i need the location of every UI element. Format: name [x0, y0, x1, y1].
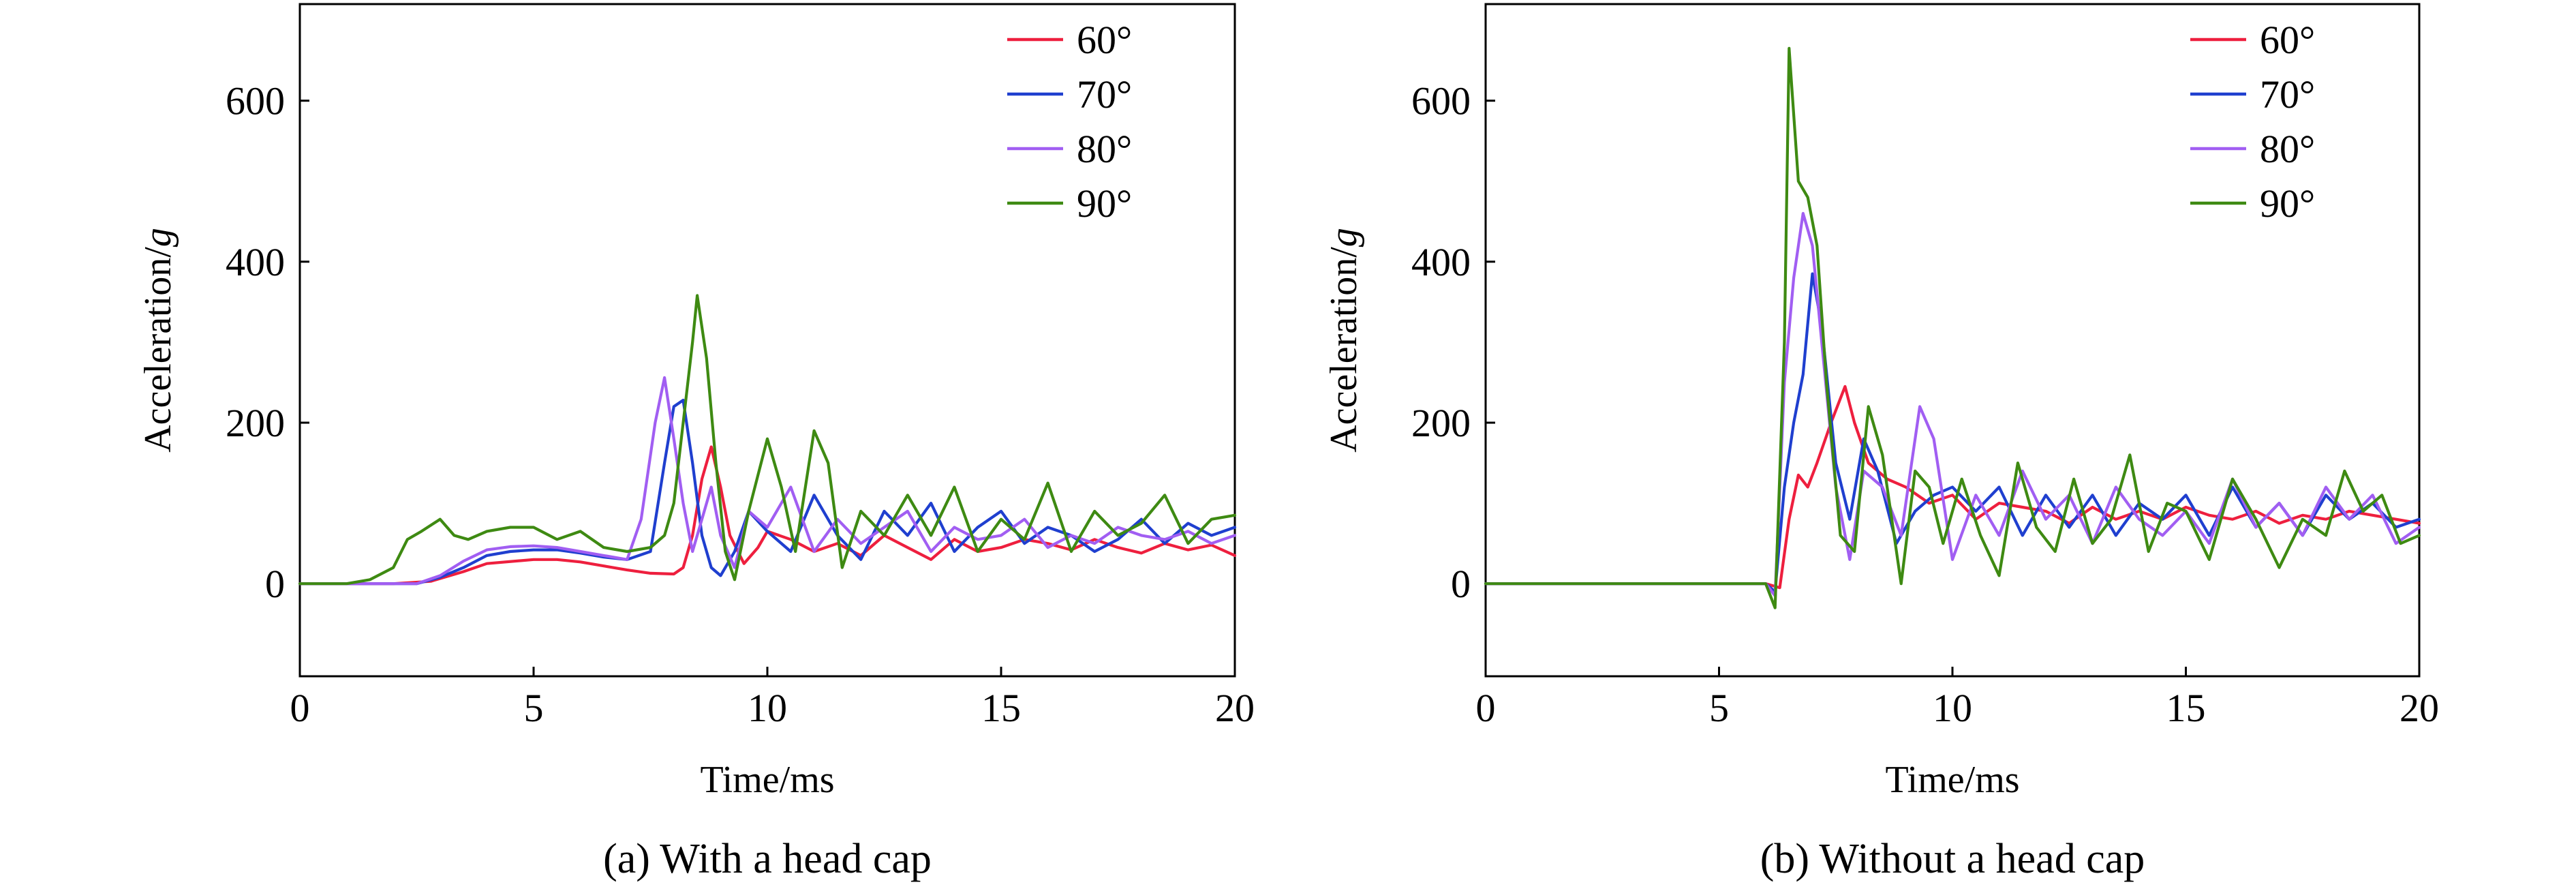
series-line-60-deg — [298, 445, 1237, 586]
x-tick-label: 10 — [1933, 686, 1972, 730]
y-axis-label: Acceleration/g — [1323, 228, 1365, 453]
series-line-90-deg — [1484, 46, 2421, 609]
y-tick-label: 200 — [1411, 401, 1471, 445]
x-tick-label: 10 — [748, 686, 787, 730]
panel-b-chart: 0 5 10 15 20 0 200 400 600 60° 70° 80° 90° Time/ms… — [1323, 3, 2439, 882]
y-ticks: 0 200 400 600 — [226, 79, 309, 606]
legend-label: 90° — [2260, 181, 2315, 226]
x-tick-label: 20 — [1215, 686, 1255, 730]
x-ticks: 0 5 10 15 20 — [1476, 667, 2439, 730]
y-tick-label: 0 — [265, 562, 285, 606]
series-line-80-deg — [1484, 211, 2421, 598]
x-tick-label: 20 — [2399, 686, 2439, 730]
series-line-90-deg — [298, 294, 1237, 586]
panel-a-caption: (a) With a head cap — [603, 836, 932, 882]
y-tick-label: 0 — [1451, 562, 1471, 606]
legend-label: 60° — [1077, 18, 1132, 62]
x-tick-label: 5 — [524, 686, 544, 730]
series-line-80-deg — [298, 376, 1237, 586]
legend-label: 80° — [2260, 127, 2315, 171]
legend-label: 60° — [2260, 18, 2315, 62]
legend: 60° 70° 80° 90° — [2190, 18, 2315, 226]
x-axis-label: Time/ms — [1885, 759, 2019, 801]
legend-label: 80° — [1077, 127, 1132, 171]
legend-label: 70° — [1077, 72, 1132, 117]
x-tick-label: 15 — [2166, 686, 2206, 730]
y-axis-label-main: Acceleration/ — [137, 247, 179, 453]
x-tick-label: 0 — [1476, 686, 1496, 730]
series-lines — [1484, 46, 2421, 609]
series-line-70-deg — [1484, 272, 2421, 594]
y-tick-label: 400 — [226, 240, 285, 284]
x-tick-label: 0 — [290, 686, 310, 730]
y-tick-label: 600 — [226, 79, 285, 123]
panel-a-chart: 0 5 10 15 20 0 200 400 600 60° 70° 80° 90° Time/ms… — [137, 3, 1255, 882]
x-ticks: 0 5 10 15 20 — [290, 667, 1255, 730]
panel-b-caption: (b) Without a head cap — [1760, 836, 2145, 882]
legend-label: 70° — [2260, 72, 2315, 117]
series-line-60-deg — [1484, 384, 2421, 590]
y-axis-label-unit: g — [137, 228, 179, 247]
y-axis-label-main: Acceleration/ — [1323, 247, 1365, 453]
series-line-70-deg — [298, 398, 1237, 586]
x-tick-label: 15 — [981, 686, 1021, 730]
y-tick-label: 600 — [1411, 79, 1471, 123]
x-axis-label: Time/ms — [700, 759, 834, 801]
legend: 60° 70° 80° 90° — [1007, 18, 1132, 226]
y-tick-label: 200 — [226, 401, 285, 445]
series-lines — [298, 294, 1237, 586]
x-tick-label: 5 — [1709, 686, 1729, 730]
y-axis-label-unit: g — [1323, 228, 1365, 247]
y-axis-label: Acceleration/g — [137, 228, 179, 453]
y-tick-label: 400 — [1411, 240, 1471, 284]
legend-label: 90° — [1077, 181, 1132, 226]
y-ticks: 0 200 400 600 — [1411, 79, 1495, 606]
